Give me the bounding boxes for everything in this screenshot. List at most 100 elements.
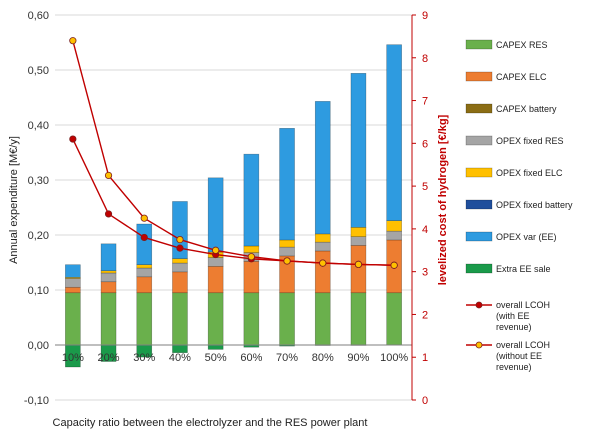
bar-series-group	[65, 44, 402, 368]
bar-segment	[65, 286, 81, 294]
x-tick-label: 40%	[169, 352, 191, 364]
bar-segment	[136, 276, 153, 294]
y-axis-title: Annual expenditure [M€/y]	[8, 136, 20, 264]
bar-segment	[172, 262, 188, 273]
x-tick-label: 80%	[312, 352, 334, 364]
bar-segment	[350, 292, 367, 346]
bar-segment	[243, 261, 260, 294]
legend-swatch	[465, 103, 493, 114]
lcoh-point	[69, 37, 77, 45]
legend-label: OPEX var (EE)	[496, 232, 557, 242]
y-axis-right-title: levelized cost of hydrogen [€/kg]	[437, 114, 449, 285]
lcoh-point	[247, 253, 255, 261]
lcoh-point	[354, 260, 363, 268]
lcoh-point	[104, 210, 113, 218]
legend-label: CAPEX battery	[496, 104, 557, 114]
lcoh-point	[104, 171, 113, 180]
legend-swatch	[465, 39, 493, 50]
x-tick-label: 100%	[380, 352, 408, 364]
x-tick-label: 70%	[276, 352, 298, 364]
bar-segment	[279, 292, 295, 346]
bar-segment	[386, 292, 402, 346]
y-right-tick-label: 3	[422, 267, 428, 279]
bar-segment	[65, 292, 81, 346]
legend-label: overall LCOH (without EE revenue)	[496, 340, 550, 372]
y-tick-label: 0,50	[28, 65, 49, 77]
lcoh-point	[69, 135, 77, 143]
lcoh-lines-group	[69, 37, 398, 269]
bar-segment	[100, 270, 117, 274]
legend-label: OPEX fixed ELC	[496, 168, 563, 178]
lcoh-line	[72, 40, 395, 266]
bar-segment	[100, 281, 117, 294]
bar-segment	[65, 278, 81, 288]
legend-label: OPEX fixed battery	[496, 200, 573, 210]
bar-segment	[136, 223, 153, 266]
legend-label: overall LCOH (with EE revenue)	[496, 300, 550, 332]
y-right-tick-label: 2	[422, 309, 428, 321]
y-tick-label: 0,40	[28, 120, 49, 132]
legend-label: Extra EE sale	[496, 264, 551, 274]
bar-segment	[314, 250, 331, 294]
bar-segment	[172, 292, 188, 346]
y-right-tick-label: 5	[422, 181, 428, 193]
bar-segment	[65, 264, 81, 278]
lcoh-point	[140, 214, 148, 222]
lcoh-point	[176, 235, 184, 244]
y-right-tick-label: 0	[422, 395, 428, 407]
y-right-tick-label: 8	[422, 53, 428, 65]
bar-segment	[207, 292, 224, 346]
bar-segment	[314, 233, 331, 243]
legend-label: CAPEX ELC	[496, 72, 547, 82]
bar-segment	[279, 246, 295, 257]
x-tick-label: 30%	[133, 352, 155, 364]
x-tick-label: 90%	[347, 352, 369, 364]
bar-segment	[314, 241, 331, 252]
bar-segment	[243, 245, 260, 253]
y-tick-label: 0,00	[28, 340, 49, 352]
legend-swatch	[465, 231, 493, 242]
bar-segment	[350, 245, 367, 294]
y-right-tick-label: 6	[422, 138, 428, 150]
bar-segment	[100, 292, 117, 346]
bar-segment	[314, 101, 331, 235]
y-right-tick-label: 7	[422, 96, 428, 108]
lcoh-point	[140, 233, 148, 242]
x-tick-label: 20%	[98, 352, 120, 364]
bar-segment	[279, 239, 295, 248]
y-right-tick-label: 9	[422, 10, 428, 22]
lcoh-point	[390, 261, 398, 269]
bar-segment	[100, 272, 117, 283]
x-tick-label: 50%	[205, 352, 227, 364]
bar-segment	[136, 267, 153, 278]
bar-segment	[207, 177, 224, 253]
left-axis-ticks: -0,10 0,00 0,10 0,20 0,30 0,40 0,50 0,60	[24, 10, 49, 407]
lcoh-line	[72, 138, 395, 266]
y-tick-label: -0,10	[24, 395, 49, 407]
lcoh-point	[283, 257, 291, 265]
bar-segment	[100, 243, 117, 272]
lcoh-point	[176, 244, 184, 252]
x-tick-label: 10%	[62, 352, 84, 364]
bar-segment	[207, 266, 224, 294]
y-tick-label: 0,10	[28, 285, 49, 297]
lcoh-point	[212, 246, 220, 254]
x-axis-ticks: 10% 20% 30% 40% 50% 60% 70% 80% 90% 100%	[62, 352, 409, 364]
bar-segment	[386, 44, 402, 222]
bar-segment	[207, 257, 224, 267]
bar-segment	[172, 271, 188, 294]
x-axis-title: Capacity ratio between the electrolyzer …	[53, 417, 368, 429]
bar-segment	[207, 344, 224, 350]
legend-label: OPEX fixed RES	[496, 136, 564, 146]
lcoh-point	[319, 259, 327, 267]
y-right-tick-label: 4	[422, 224, 428, 236]
y-right-tick-label: 1	[422, 352, 428, 364]
legend-swatch	[465, 135, 493, 146]
right-axis-ticks: 0 1 2 3 4 5 6 7 8 9	[412, 10, 428, 407]
bar-segment	[136, 292, 153, 346]
y-tick-label: 0,20	[28, 230, 49, 242]
bar-segment	[172, 258, 188, 264]
legend-marker	[475, 301, 483, 309]
legend-label: CAPEX RES	[496, 40, 548, 50]
